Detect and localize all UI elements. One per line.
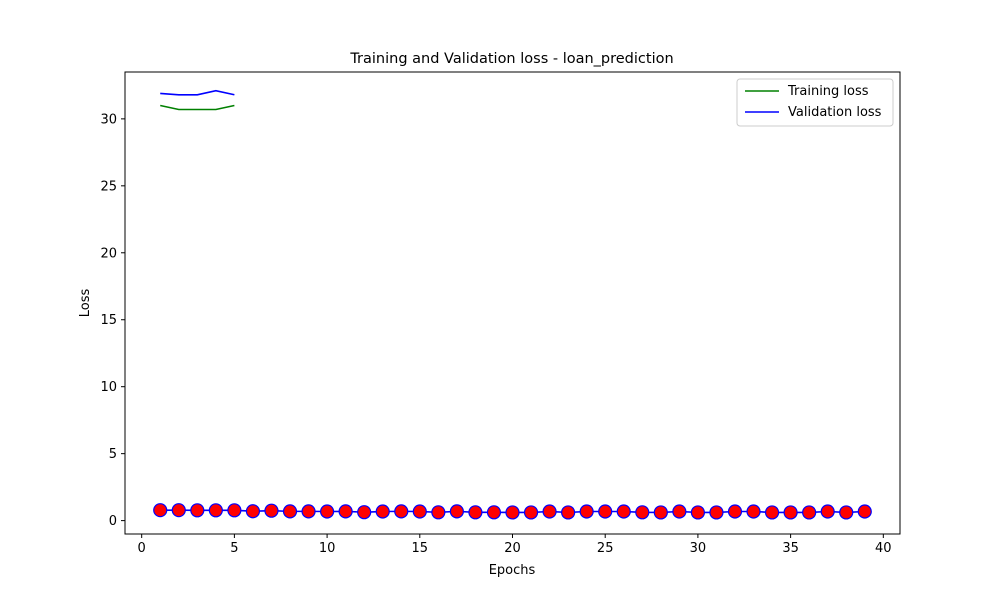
data-point-marker — [542, 504, 557, 519]
data-point-marker — [764, 505, 780, 520]
data-point-marker — [301, 504, 316, 519]
x-tick-label: 30 — [690, 541, 707, 556]
data-point-marker — [839, 505, 854, 520]
data-point-marker — [746, 504, 761, 519]
data-point-marker — [245, 504, 261, 519]
data-point-marker — [820, 504, 835, 519]
data-point-marker — [375, 504, 390, 519]
data-point-marker — [282, 504, 298, 519]
data-point-marker — [171, 503, 186, 518]
data-point-marker — [449, 504, 464, 519]
x-tick-label: 0 — [138, 541, 146, 556]
x-tick-label: 35 — [782, 541, 799, 556]
y-tick-label: 15 — [100, 313, 117, 328]
data-point-marker — [561, 505, 576, 520]
data-point-marker — [338, 504, 353, 519]
y-axis-label: Loss — [78, 289, 93, 318]
legend: Training loss Validation loss — [736, 78, 894, 127]
data-point-marker — [598, 504, 613, 519]
data-point-marker — [264, 503, 279, 518]
validation-loss-line — [160, 89, 235, 96]
y-tick-label: 30 — [100, 112, 117, 127]
data-point-marker — [616, 504, 631, 519]
data-point-marker — [783, 505, 798, 520]
x-tick-label: 20 — [504, 541, 521, 556]
plot-frame — [124, 71, 901, 535]
x-tick-label: 25 — [597, 541, 614, 556]
legend-label-validation: Validation loss — [788, 105, 882, 120]
data-point-marker — [227, 503, 242, 518]
data-point-marker — [319, 504, 335, 519]
data-point-marker — [486, 505, 502, 520]
data-point-marker — [653, 505, 668, 520]
data-point-marker — [523, 505, 539, 520]
x-axis-label: Epochs — [489, 563, 536, 578]
data-point-marker — [468, 505, 483, 520]
data-point-marker — [579, 504, 594, 519]
training-loss-line — [160, 104, 235, 111]
y-tick-label: 25 — [100, 179, 117, 194]
data-point-marker — [635, 505, 650, 520]
data-point-marker — [690, 505, 706, 520]
data-point-marker — [727, 504, 743, 519]
x-tick-label: 5 — [230, 541, 238, 556]
data-point-marker — [394, 504, 409, 519]
legend-label-training: Training loss — [787, 84, 869, 99]
data-point-marker — [153, 503, 168, 518]
data-point-marker — [431, 505, 446, 520]
data-point-marker — [190, 503, 205, 518]
x-tick-label: 40 — [875, 541, 892, 556]
data-point-marker — [208, 503, 223, 518]
y-tick-label: 10 — [100, 380, 117, 395]
data-point-marker — [857, 504, 872, 519]
y-tick-label: 5 — [109, 447, 117, 462]
y-tick-label: 0 — [109, 514, 117, 529]
data-point-marker — [802, 505, 817, 520]
x-tick-label: 10 — [319, 541, 336, 556]
data-point-marker — [709, 505, 724, 520]
data-point-marker — [357, 505, 372, 520]
data-point-marker — [672, 504, 687, 519]
data-point-marker — [505, 505, 520, 520]
x-tick-label: 15 — [412, 541, 429, 556]
y-tick-label: 20 — [100, 246, 117, 261]
data-point-marker — [412, 504, 427, 519]
chart-title: Training and Validation loss - loan_pred… — [349, 51, 673, 67]
